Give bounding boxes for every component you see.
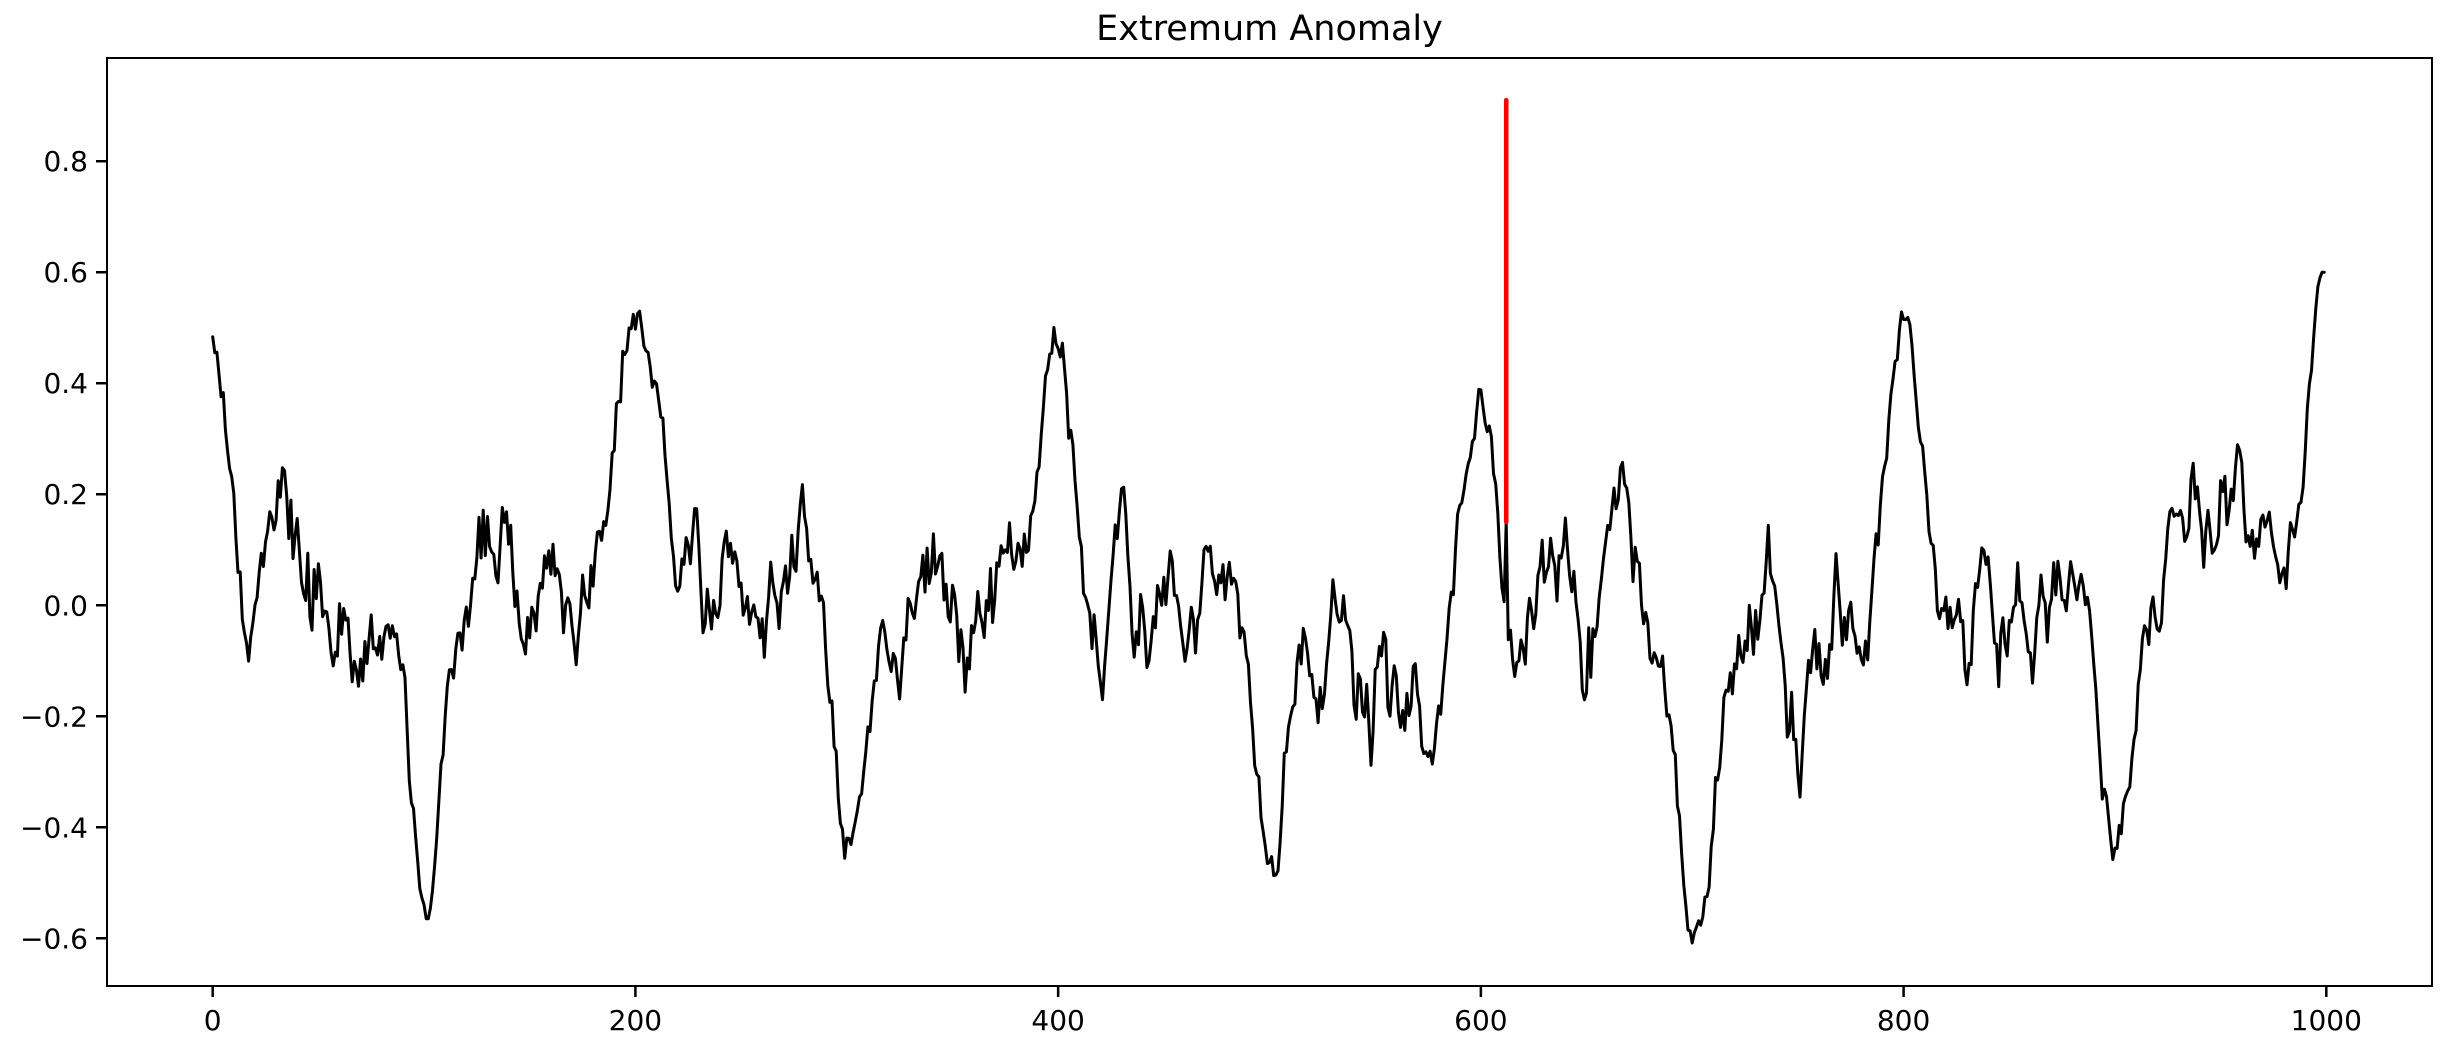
chart-title: Extremum Anomaly	[1096, 9, 1443, 49]
signal-line	[211, 270, 2326, 945]
x-tick-label: 800	[1877, 1004, 1930, 1037]
y-tick-label: −0.4	[20, 811, 88, 844]
y-tick-label: 0.2	[43, 478, 88, 511]
x-tick-label: 200	[609, 1004, 662, 1037]
x-tick-label: 1000	[2291, 1004, 2362, 1037]
axes-spines	[106, 57, 2433, 987]
x-tick-label: 0	[204, 1004, 222, 1037]
y-tick-label: −0.2	[20, 700, 88, 733]
y-tick-label: 0.6	[43, 256, 88, 289]
y-tick-label: 0.4	[43, 367, 88, 400]
y-tick-label: 0.8	[43, 145, 88, 178]
y-tick-label: 0.0	[43, 589, 88, 622]
x-tick-label: 600	[1454, 1004, 1507, 1037]
y-tick-label: −0.6	[20, 922, 88, 955]
x-tick-label: 400	[1031, 1004, 1084, 1037]
